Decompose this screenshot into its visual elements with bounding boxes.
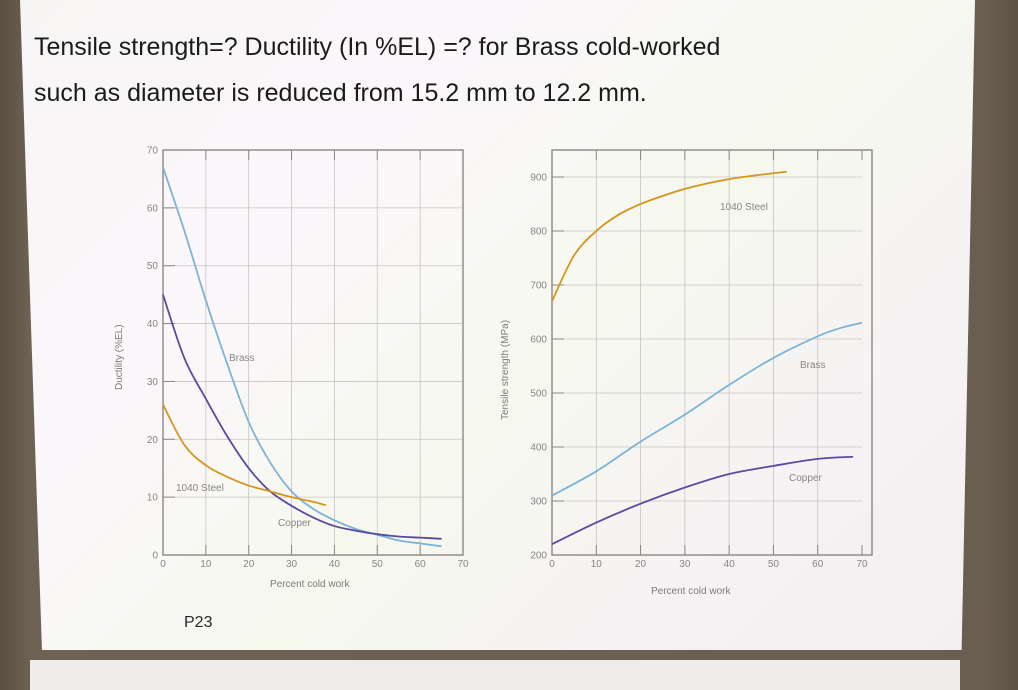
y-tick-label: 300: [530, 497, 547, 508]
page-label: P23: [184, 614, 213, 631]
ductility-y-axis-title: Ductility (%EL): [114, 324, 125, 390]
tensile-label-copper: Copper: [789, 473, 822, 484]
ductility-plot-frame: [162, 149, 464, 556]
x-tick-label: 40: [724, 559, 736, 570]
tensile-grid: [552, 150, 862, 555]
series-line-1040-steel: [162, 404, 327, 507]
question-line-2: such as diameter is reduced from 15.2 mm…: [34, 79, 647, 107]
tensile-plot-frame: [551, 149, 873, 556]
y-tick-label: 400: [530, 443, 547, 454]
x-tick-label: 30: [679, 559, 691, 570]
y-tick-label: 50: [147, 261, 159, 272]
x-tick-label: 20: [243, 559, 255, 570]
question-card: [20, 0, 975, 650]
question-line-1: Tensile strength=? Ductility (In %EL) =?…: [34, 33, 721, 61]
tensile-y-ticks: 200 300 400 500 600 700 800 900: [530, 173, 564, 562]
y-tick-label: 600: [530, 335, 547, 346]
y-tick-label: 0: [152, 551, 158, 562]
ductility-x-ticks: 0 10 20 30 40 50 60 70: [160, 150, 469, 570]
x-tick-label: 30: [286, 559, 298, 570]
y-tick-label: 20: [147, 435, 159, 446]
y-tick-label: 30: [147, 377, 159, 388]
y-tick-label: 70: [147, 146, 159, 157]
ductility-label-copper: Copper: [278, 518, 311, 529]
series-line-brass: [551, 321, 863, 497]
x-tick-label: 70: [856, 559, 868, 570]
ductility-chart: 0 10 20 30 40 50 60 70 0 10 20 30 40 50 60 70 Brass Co…: [114, 146, 469, 591]
x-tick-label: 10: [591, 559, 603, 570]
y-tick-label: 700: [530, 281, 547, 292]
series-line-copper: [551, 455, 854, 546]
ductility-label-steel: 1040 Steel: [176, 483, 224, 494]
x-tick-label: 20: [635, 559, 647, 570]
tensile-x-axis-title: Percent cold work: [651, 586, 731, 597]
tensile-label-steel: 1040 Steel: [720, 202, 768, 213]
tensile-label-brass: Brass: [800, 360, 826, 371]
x-tick-label: 60: [812, 559, 824, 570]
question-text: Tensile strength=? Ductility (In %EL) =?…: [34, 24, 934, 116]
tensile-series: [551, 170, 863, 546]
x-tick-label: 10: [200, 559, 212, 570]
x-tick-label: 0: [160, 559, 166, 570]
x-tick-label: 70: [457, 559, 469, 570]
y-tick-label: 500: [530, 389, 547, 400]
series-line-1040-steel: [551, 170, 787, 302]
ductility-label-brass: Brass: [229, 353, 255, 364]
x-tick-label: 50: [372, 559, 384, 570]
tensile-y-axis-title: Tensile strength (MPa): [500, 320, 511, 420]
ductility-y-ticks: 0 10 20 30 40 50 60 70: [147, 146, 175, 562]
tensile-chart: 200 300 400 500 600 700 800 900 0 10 20 30 40 50 60 70…: [500, 149, 873, 597]
x-tick-label: 50: [768, 559, 780, 570]
ductility-x-axis-title: Percent cold work: [270, 579, 350, 590]
y-tick-label: 800: [530, 227, 547, 238]
ductility-grid: [163, 150, 463, 555]
x-tick-label: 0: [549, 559, 555, 570]
y-tick-label: 10: [147, 493, 159, 504]
x-tick-label: 40: [329, 559, 341, 570]
y-tick-label: 900: [530, 173, 547, 184]
y-tick-label: 60: [147, 203, 159, 214]
ductility-series: [162, 167, 442, 548]
x-tick-label: 60: [415, 559, 427, 570]
y-tick-label: 200: [530, 551, 547, 562]
y-tick-label: 40: [147, 319, 159, 330]
series-line-copper: [162, 294, 442, 540]
tensile-x-ticks: 0 10 20 30 40 50 60 70: [549, 150, 868, 570]
